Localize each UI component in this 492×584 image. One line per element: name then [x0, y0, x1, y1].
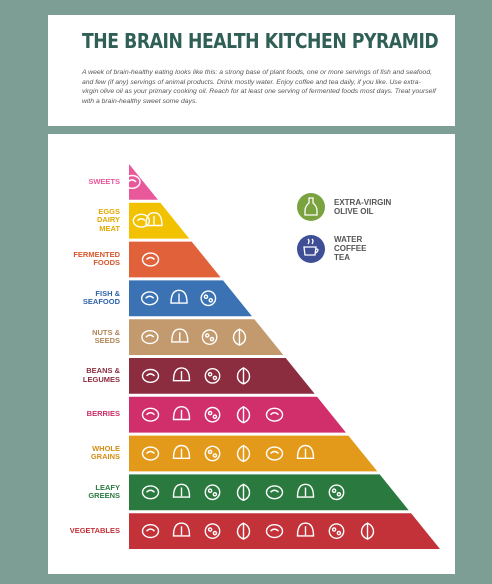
blackberry-icon [172, 405, 191, 421]
walnut-icon [171, 328, 189, 343]
carrot-icon [172, 522, 191, 537]
tier-label-5: BEANS & LEGUMES [82, 366, 120, 384]
oats-icon [204, 445, 221, 462]
radish-icon [236, 522, 251, 540]
cheese-icon [145, 211, 163, 227]
candy-icon [123, 174, 141, 190]
tier-band-5 [129, 358, 315, 394]
bean-icon [141, 368, 160, 384]
kale-icon [204, 484, 221, 501]
tier-label-1: EGGS DAIRY MEAT [96, 206, 120, 233]
pasta-icon [141, 446, 160, 461]
lentil-icon [204, 367, 221, 384]
strawberry-icon [141, 407, 160, 422]
cherry-icon [204, 406, 221, 423]
beet-icon [141, 524, 160, 539]
clam-icon [200, 290, 217, 307]
tier-label-7: WHOLE GRAINS [90, 443, 120, 462]
beans-icon [236, 367, 251, 385]
collard-icon [328, 484, 345, 501]
intro-text: A week of brain-healthy eating looks lik… [82, 69, 436, 105]
pyramid-graphic [123, 164, 440, 549]
rice-icon [236, 444, 251, 463]
header-card: THE BRAIN HEALTH KITCHEN PYRAMID A week … [48, 15, 455, 126]
spinach-icon [236, 483, 251, 502]
grain-icon [265, 446, 284, 461]
peapod-icon [172, 367, 191, 382]
fish-icon [140, 291, 159, 306]
tier-label-0: SWEETS [88, 176, 120, 186]
wheat-icon [172, 444, 191, 459]
mushroom-icon [204, 523, 221, 539]
coffee-cup-icon [303, 238, 319, 256]
jar-icon [141, 252, 160, 267]
tier-band-3 [129, 280, 252, 317]
cashew-icon [201, 329, 218, 346]
tier-band-9 [129, 513, 440, 549]
leaf-icon [141, 485, 160, 500]
tier-label-3: FISH & SEAFOOD [82, 288, 120, 307]
shrimp-icon [170, 289, 188, 304]
tier-band-8 [129, 474, 409, 511]
legend-label-0: EXTRA-VIRGIN OLIVE OIL [334, 198, 392, 216]
page-title: THE BRAIN HEALTH KITCHEN PYRAMID [82, 29, 439, 53]
tier-label-9: VEGETABLES [69, 525, 120, 535]
legend-label-1: WATER COFFEE TEA [334, 235, 367, 262]
tier-band-2 [129, 241, 221, 278]
broccoli-icon [265, 524, 284, 539]
tier-label-4: NUTS & SEEDS [92, 327, 120, 346]
legend-swatch-1 [297, 235, 325, 263]
lettuce-icon [265, 485, 284, 500]
cabbage-icon [172, 483, 191, 498]
blueberry-icon [236, 405, 251, 424]
artichoke-icon [360, 522, 375, 540]
tier-label-6: BERRIES [86, 409, 120, 419]
tier-band-7 [129, 435, 378, 472]
tier-band-0 [129, 164, 158, 200]
raspberry-icon [265, 407, 284, 422]
chard-icon [296, 483, 315, 498]
tier-label-8: LEAFY GREENS [88, 482, 120, 501]
onion-icon [296, 522, 315, 537]
hazelnut-icon [232, 328, 247, 346]
tier-label-2: FERMENTED FOODS [73, 249, 120, 268]
legend-swatch-0 [297, 193, 325, 221]
chicken-leg-icon [132, 213, 151, 228]
pyramid-card: SWEETS EGGS DAIRY MEAT FERMENTED FOODS FISH… [48, 134, 455, 574]
barley-icon [296, 444, 315, 459]
tier-band-1 [129, 202, 190, 239]
almond-icon [141, 330, 159, 345]
olive-oil-bottle-icon [304, 197, 318, 216]
squash-icon [328, 523, 345, 539]
